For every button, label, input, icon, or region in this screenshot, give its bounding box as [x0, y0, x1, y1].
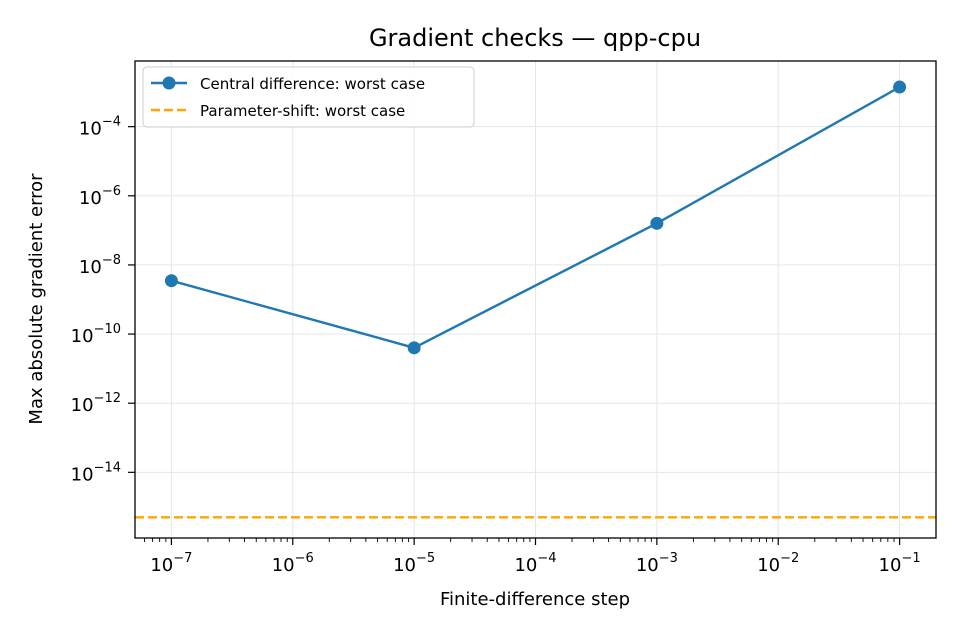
y-tick-label: 10−12: [71, 391, 121, 416]
y-tick-label: 10−10: [71, 322, 121, 347]
legend-label-parameter-shift: Parameter-shift: worst case: [200, 102, 405, 120]
y-tick-label: 10−8: [79, 253, 121, 278]
central-difference-point: [164, 274, 178, 288]
y-tick-label: 10−4: [79, 115, 121, 140]
central-difference-point: [650, 216, 664, 230]
legend: Central difference: worst case Parameter…: [142, 66, 475, 128]
chart-title: Gradient checks — qpp-cpu: [369, 24, 701, 52]
y-axis-label: Max absolute gradient error: [26, 173, 47, 425]
x-tick-label: 10−2: [757, 551, 799, 576]
central-difference-line: [171, 86, 901, 349]
x-axis-label: Finite-difference step: [440, 589, 630, 610]
legend-marker-central-difference: [162, 76, 176, 90]
x-tick-label: 10−4: [514, 551, 556, 576]
central-difference-point: [407, 341, 421, 355]
central-difference-point: [893, 80, 907, 94]
axis-ticks: 10−7 10−6 10−5 10−4 10−3 10−2 10−1 10−14 10−12 10…: [71, 115, 921, 576]
grid-lines: [135, 61, 936, 538]
x-tick-label: 10−7: [150, 551, 192, 576]
legend-label-central-difference: Central difference: worst case: [200, 75, 425, 93]
x-tick-label: 10−5: [393, 551, 435, 576]
y-tick-label: 10−14: [71, 460, 121, 485]
legend-box: [142, 66, 475, 128]
x-tick-label: 10−6: [272, 551, 314, 576]
x-tick-label: 10−3: [636, 551, 678, 576]
plot-series: [135, 80, 936, 519]
y-tick-label: 10−6: [79, 184, 121, 209]
x-tick-label: 10−1: [879, 551, 921, 576]
